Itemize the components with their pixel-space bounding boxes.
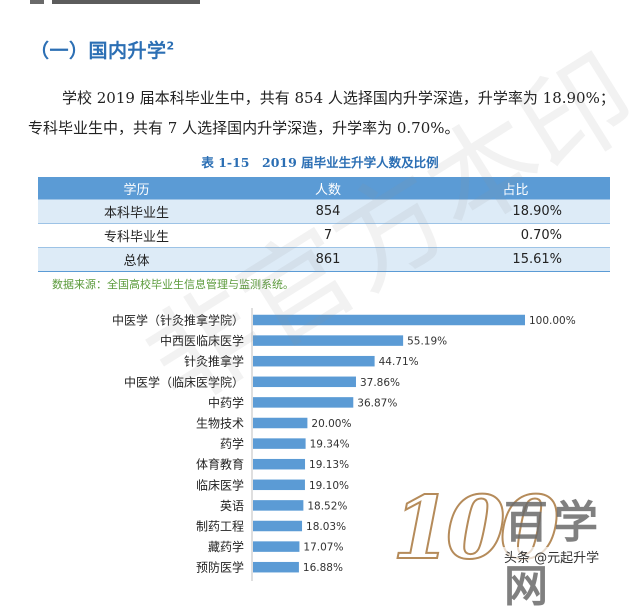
category-tick-label: 中医学（针灸推拿学院） <box>112 313 244 328</box>
category-tick-label: 中药学 <box>208 395 244 410</box>
category-tick-label: 中医学（临床医学院） <box>124 374 244 389</box>
cell-degree: 本科毕业生 <box>38 199 235 224</box>
category-tick-label: 体育教育 <box>196 457 244 472</box>
bar-value-label: 36.87% <box>357 397 397 409</box>
bar-value-label: 55.19% <box>407 336 447 348</box>
bar-value-label: 18.03% <box>306 521 346 533</box>
col-header-count: 人数 <box>235 177 421 200</box>
bar-chart-svg: 中医学（针灸推拿学院） 100.00% 中西医临床医学 55.19% 针灸推拿学 44.7… <box>112 308 576 581</box>
footnote-marker: 2 <box>166 39 175 53</box>
major-ratio-bar-chart: 中医学（针灸推拿学院） 100.00% 中西医临床医学 55.19% 针灸推拿学 44.7… <box>0 308 640 581</box>
cell-count: 7 <box>235 223 421 248</box>
cell-ratio: 0.70% <box>421 223 610 248</box>
category-tick-label: 藏药学 <box>208 539 244 554</box>
category-tick-label: 制药工程 <box>196 519 244 534</box>
bar <box>253 438 306 449</box>
bar <box>253 355 375 367</box>
bar <box>253 376 356 388</box>
category-tick-label: 中西医临床医学 <box>160 333 244 348</box>
bar-value-label: 19.10% <box>309 480 349 492</box>
bar-value-label: 19.34% <box>310 439 350 451</box>
col-header-ratio: 占比 <box>421 177 610 200</box>
bar-value-label: 44.71% <box>379 356 419 368</box>
category-tick-label: 药学 <box>220 436 244 451</box>
cell-count: 861 <box>235 247 421 272</box>
data-source-note: 数据来源：全国高校毕业生信息管理与监测系统。 <box>52 278 294 291</box>
bar-value-label: 100.00% <box>529 315 576 327</box>
cell-degree: 专科毕业生 <box>38 223 235 248</box>
table-row: 专科毕业生 7 0.70% <box>38 223 610 248</box>
bar <box>253 541 300 552</box>
category-tick-label: 临床医学 <box>196 477 244 492</box>
category-tick-label: 预防医学 <box>196 560 244 575</box>
table-header-row: 学历 人数 占比 <box>38 177 610 200</box>
cell-ratio: 15.61% <box>421 247 610 272</box>
category-tick-label: 英语 <box>220 499 244 513</box>
table-caption: 表 1-15 2019 届毕业生升学人数及比例 <box>201 155 439 170</box>
cell-count: 854 <box>235 199 421 224</box>
enrollment-table: 学历 人数 占比 本科毕业生 854 18.90% 专科毕业生 7 0.70% … <box>38 177 610 272</box>
bar <box>253 561 299 573</box>
bar-value-label: 19.13% <box>309 459 349 471</box>
paragraph-line-1: 学校 2019 届本科毕业生中，共有 854 人选择国内升学深造，升学率为 18… <box>62 89 615 107</box>
table-row: 总体 861 15.61% <box>38 247 610 272</box>
paragraph-line-2: 专科毕业生中，共有 7 人选择国内升学深造，升学率为 0.70%。 <box>28 119 460 137</box>
cell-degree: 总体 <box>38 247 235 272</box>
bar <box>253 500 304 511</box>
author-credit: 头条 @元起升学 <box>502 547 602 566</box>
bar-value-label: 17.07% <box>303 542 343 554</box>
category-tick-label: 针灸推拿学 <box>184 354 244 369</box>
section-title: （一）国内升学2 <box>30 39 175 62</box>
bar-value-label: 20.00% <box>311 418 351 430</box>
col-header-degree: 学历 <box>38 177 235 200</box>
bar <box>253 458 306 470</box>
bar <box>253 479 305 491</box>
bar <box>253 314 525 326</box>
bar <box>253 397 354 408</box>
bar-value-label: 16.88% <box>303 562 343 574</box>
bar <box>253 335 404 346</box>
top-cropped-heading <box>0 0 640 8</box>
bar <box>253 417 308 429</box>
bar <box>253 520 303 532</box>
bar-value-label: 37.86% <box>360 377 400 389</box>
table-row: 本科毕业生 854 18.90% <box>38 199 610 224</box>
cell-ratio: 18.90% <box>421 199 610 224</box>
site-logo: 100 百学网 头条 @元起升学 <box>391 477 632 612</box>
bar-value-label: 18.52% <box>307 500 347 512</box>
category-tick-label: 生物技术 <box>196 417 244 431</box>
